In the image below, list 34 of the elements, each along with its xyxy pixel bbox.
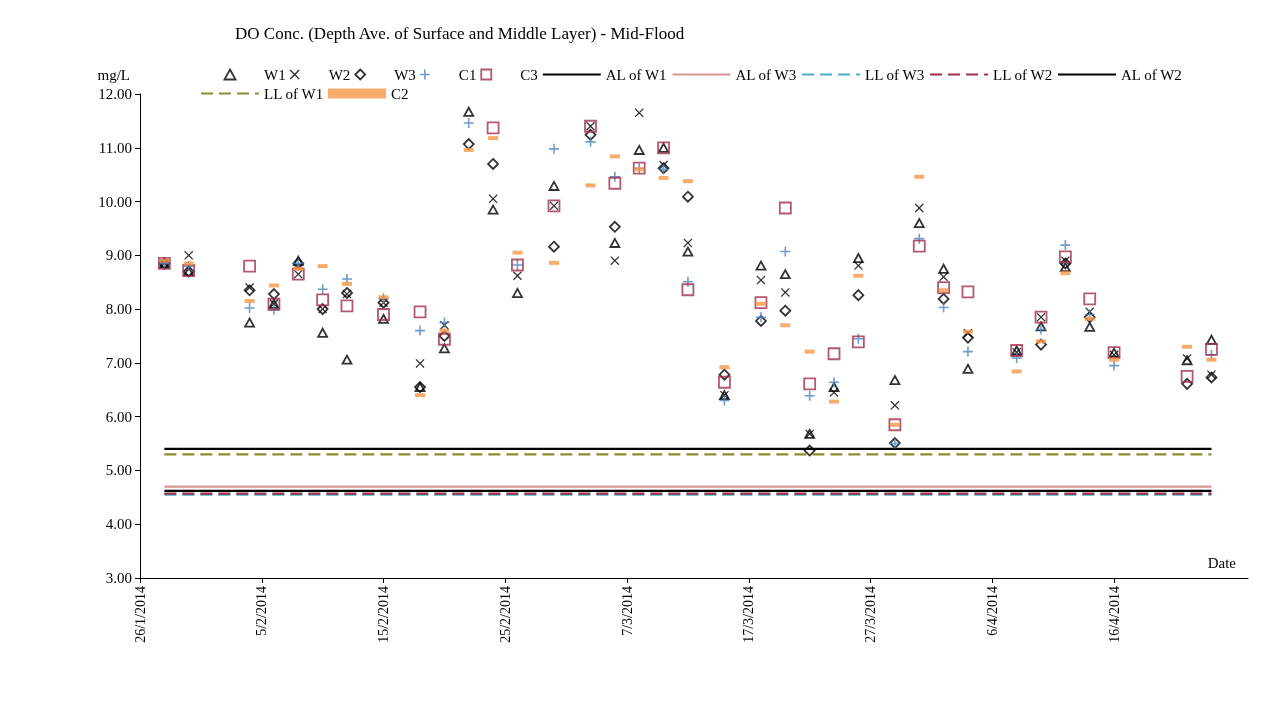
x-tick-label: 25/2/2014 bbox=[497, 586, 513, 643]
y-tick-label: 9.00 bbox=[105, 247, 132, 264]
y-tick-label: 10.00 bbox=[98, 193, 132, 210]
x-tick-label: 26/1/2014 bbox=[132, 586, 148, 643]
legend-label: C1 bbox=[458, 66, 477, 83]
legend-label: LL of W3 bbox=[865, 66, 925, 83]
y-tick-label: 7.00 bbox=[105, 354, 132, 371]
y-tick-label: 3.00 bbox=[105, 570, 132, 586]
x-tick-label: 6/4/2014 bbox=[984, 586, 1000, 636]
legend-label: AL of W3 bbox=[735, 66, 797, 83]
y-tick-label: 5.00 bbox=[105, 462, 132, 479]
x-tick-label: 16/4/2014 bbox=[1106, 586, 1122, 643]
x-tick-label: 5/2/2014 bbox=[254, 586, 270, 636]
y-tick-label: 11.00 bbox=[98, 139, 132, 156]
y-tick-label: 12.00 bbox=[98, 86, 132, 102]
x-axis-title: Date bbox=[1207, 554, 1237, 571]
y-axis-title: mg/L bbox=[97, 66, 130, 83]
x-tick-label: 27/3/2014 bbox=[863, 586, 879, 643]
x-tick-label: 15/2/2014 bbox=[376, 586, 392, 643]
legend-label: AL of W2 bbox=[1121, 66, 1182, 83]
y-tick-label: 6.00 bbox=[105, 408, 132, 425]
x-tick-label: 7/3/2014 bbox=[619, 586, 635, 636]
legend-label: LL of W2 bbox=[993, 66, 1053, 83]
legend-label: C2 bbox=[390, 85, 409, 102]
legend-label: W2 bbox=[328, 66, 351, 83]
y-tick-label: 4.00 bbox=[105, 516, 132, 533]
legend-label: AL of W1 bbox=[605, 66, 667, 83]
legend-label: LL of W1 bbox=[264, 85, 324, 102]
legend-label: C3 bbox=[520, 66, 538, 83]
y-tick-label: 8.00 bbox=[105, 301, 132, 318]
legend-label: W3 bbox=[394, 66, 416, 83]
legend-label: W1 bbox=[264, 66, 286, 83]
x-tick-label: 17/3/2014 bbox=[741, 586, 757, 643]
chart-title: DO Conc. (Depth Ave. of Surface and Middle Layer) - Mid-Flood bbox=[235, 24, 685, 43]
